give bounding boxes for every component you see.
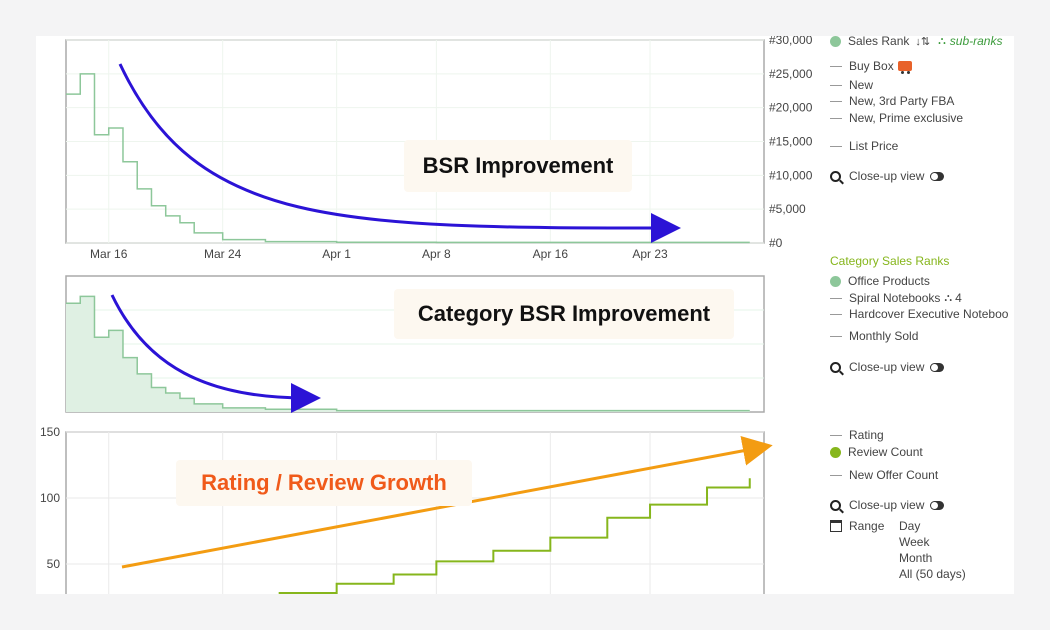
close-up-view-1[interactable]: Close-up view [830,169,945,183]
sales-rank-x-tick: Mar 24 [204,247,242,261]
legend-hardcover-executive[interactable]: Hardcover Executive Noteboo [830,307,1008,321]
legend-buy-box[interactable]: Buy Box [830,59,912,74]
monthly-sold-dash-icon [830,335,842,337]
category-bsr-improvement-arrow [110,294,321,413]
review-count-y-tick: 100 [40,491,60,505]
legend-sales-rank[interactable]: Sales Rank ↓⇅ ⛬ sub-ranks [830,36,1002,48]
sales-rank-x-tick: Apr 8 [422,247,451,261]
legend-new-label: New [849,78,874,92]
chart-panel: Mar 16 Mar 24 Apr 1 Apr 8 Apr 16 Apr 23 #30,0… [36,36,1014,594]
close-up-view-3-label: Close-up view [849,498,925,512]
new-prime-dash-icon [830,117,842,119]
close-up-view-1-label: Close-up view [849,169,925,183]
close-up-view-2[interactable]: Close-up view [830,360,945,374]
search-icon [830,499,841,511]
range-label: Range [849,519,885,533]
range-option-week[interactable]: Week [899,535,930,549]
sales-rank-series-line [66,73,750,244]
legend-new[interactable]: New [830,78,873,92]
buy-box-dash-icon [830,65,842,67]
close-up-toggle-2[interactable] [930,362,945,372]
category-bsr-improvement-label: Category BSR Improvement [394,289,734,339]
sales-rank-x-tick: Apr 1 [322,247,351,261]
legend-review-count-label: Review Count [848,445,923,459]
legend-new-offer-count-label: New Offer Count [849,468,939,482]
close-up-view-2-label: Close-up view [849,360,925,374]
rating-review-growth-label: Rating / Review Growth [176,460,472,506]
category-rank-series-line [66,295,750,412]
legend-hardcover-executive-label: Hardcover Executive Noteboo [849,307,1009,321]
new-offer-dash-icon [830,474,842,476]
spiral-hierarchy-icon: ⛬ [944,291,953,304]
category-sales-ranks-title: Category Sales Ranks [830,254,950,268]
rating-dash-icon [830,434,842,436]
list-price-dash-icon [830,145,842,147]
review-count-y-tick: 50 [47,557,61,571]
sales-rank-dot-icon [830,36,841,47]
sales-rank-x-tick: Mar 16 [90,247,128,261]
legend-office-products[interactable]: Office Products [830,274,930,288]
sales-rank-y-tick: #10,000 [769,168,813,182]
review-count-dot-icon [830,446,841,458]
category-rank-series-area [66,296,750,412]
bsr-improvement-label: BSR Improvement [404,140,632,192]
legend-buy-box-label: Buy Box [849,59,894,73]
spiral-notebooks-dash-icon [830,297,842,299]
new-dash-icon [830,84,842,86]
review-count-frame [65,431,765,594]
legend-new-3rd-party-fba-label: New, 3rd Party FBA [849,94,955,108]
legend-office-products-label: Office Products [848,274,930,288]
legend-sales-rank-label: Sales Rank [848,36,910,48]
close-up-toggle-3[interactable] [930,500,945,510]
sales-rank-y-tick: #20,000 [769,101,813,115]
new-fba-dash-icon [830,100,842,102]
hardcover-dash-icon [830,313,842,315]
sales-rank-chart: Mar 16 Mar 24 Apr 1 Apr 8 Apr 16 Apr 23 #30,0… [65,36,813,261]
review-count-chart: 150100500 [40,425,765,594]
review-count-y-tick: 150 [40,425,60,439]
legend-new-3rd-party-fba[interactable]: New, 3rd Party FBA [830,94,954,108]
range-option-all[interactable]: All (50 days) [899,567,966,581]
sales-rank-x-tick: Apr 16 [533,247,569,261]
sales-rank-y-tick: #30,000 [769,36,813,47]
legend-monthly-sold[interactable]: Monthly Sold [830,329,918,343]
bsr-improvement-arrow [118,63,681,243]
review-count-series-line [278,478,751,594]
search-icon [830,170,841,182]
legend-rating-label: Rating [849,428,884,442]
legend-spiral-notebooks[interactable]: Spiral Notebooks ⛬ 4 [830,291,962,305]
sales-rank-y-tick: #25,000 [769,67,813,81]
sort-icon[interactable]: ↓⇅ [915,36,931,48]
legend-monthly-sold-label: Monthly Sold [849,329,919,343]
range-option-day[interactable]: Day [899,519,921,533]
annotation-overlay [110,63,773,569]
search-icon [830,361,841,373]
legend-new-prime-exclusive-label: New, Prime exclusive [849,111,964,125]
range-option-month[interactable]: Month [899,551,933,565]
legend-list-price-label: List Price [849,139,899,153]
sales-rank-y-tick: #15,000 [769,135,813,149]
sales-rank-x-tick: Apr 23 [632,247,668,261]
range-control: Range [830,519,884,533]
close-up-toggle-1[interactable] [930,171,945,181]
calendar-icon [830,520,842,532]
hierarchy-icon: ⛬ [938,36,946,47]
legend-new-offer-count[interactable]: New Offer Count [830,468,938,482]
legend-spiral-notebooks-label: Spiral Notebooks [849,291,941,305]
close-up-view-3[interactable]: Close-up view [830,498,945,512]
sales-rank-y-tick: #5,000 [769,202,806,216]
rating-review-growth-arrow [121,436,773,569]
truck-icon [897,61,912,74]
legend-new-prime-exclusive[interactable]: New, Prime exclusive [830,111,963,125]
office-products-dot-icon [830,275,841,287]
legend-rating[interactable]: Rating [830,428,884,442]
legend-review-count[interactable]: Review Count [830,445,923,459]
spiral-notebooks-rank: 4 [955,291,962,305]
sales-rank-y-tick: #0 [769,236,783,250]
sub-ranks-link[interactable]: sub-ranks [949,36,1003,48]
legend-list-price[interactable]: List Price [830,139,898,153]
